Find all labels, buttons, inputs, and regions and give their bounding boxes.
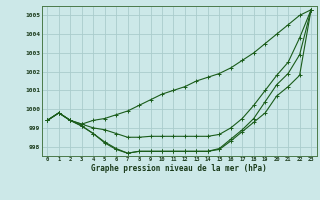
X-axis label: Graphe pression niveau de la mer (hPa): Graphe pression niveau de la mer (hPa) (91, 164, 267, 173)
